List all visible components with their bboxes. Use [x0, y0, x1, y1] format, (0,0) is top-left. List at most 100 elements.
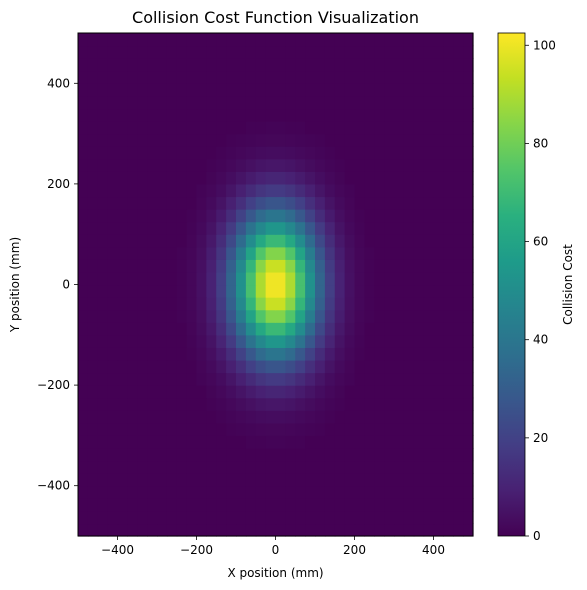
heatmap-cell: [344, 133, 356, 147]
heatmap-cell: [344, 171, 356, 185]
heatmap-cell: [176, 460, 188, 474]
heatmap-cell: [265, 309, 277, 323]
heatmap-cell: [324, 246, 336, 260]
heatmap-cell: [433, 95, 444, 110]
heatmap-cell: [226, 83, 237, 97]
heatmap-cell: [433, 83, 444, 97]
heatmap-cell: [443, 209, 454, 223]
heatmap-cell: [275, 95, 286, 110]
heatmap-cell: [117, 297, 128, 311]
heatmap-cell: [423, 246, 435, 260]
heatmap-cell: [324, 359, 336, 374]
heatmap-cell: [107, 183, 119, 198]
heatmap-cell: [403, 297, 415, 311]
heatmap-cell: [127, 435, 138, 449]
heatmap-cell: [315, 297, 326, 311]
heatmap-cell: [216, 435, 227, 449]
heatmap-cell: [413, 33, 425, 47]
heatmap-cell: [295, 271, 306, 286]
heatmap-cell: [295, 246, 306, 260]
heatmap-cell: [147, 146, 158, 160]
heatmap-cell: [127, 121, 138, 135]
heatmap-cell: [196, 133, 207, 147]
heatmap-cell: [443, 45, 454, 59]
heatmap-cell: [384, 322, 395, 336]
heatmap-cell: [394, 284, 405, 298]
heatmap-cell: [394, 209, 405, 223]
heatmap-cell: [394, 322, 405, 336]
heatmap-cell: [137, 334, 148, 348]
heatmap-cell: [137, 498, 148, 512]
heatmap-cell: [433, 485, 444, 499]
heatmap-cell: [157, 196, 168, 210]
heatmap-cell: [157, 158, 168, 172]
heatmap-cell: [236, 347, 247, 361]
heatmap-cell: [137, 221, 148, 235]
heatmap-cell: [78, 146, 89, 160]
heatmap-cell: [127, 133, 138, 147]
heatmap-cell: [176, 347, 188, 361]
heatmap-cell: [354, 221, 365, 235]
heatmap-cell: [226, 334, 237, 348]
heatmap-cell: [107, 121, 119, 135]
heatmap-cell: [285, 158, 296, 172]
heatmap-cell: [147, 435, 158, 449]
heatmap-cell: [87, 347, 99, 361]
heatmap-cell: [384, 284, 395, 298]
heatmap-cell: [127, 196, 138, 210]
heatmap-cell: [364, 309, 375, 323]
heatmap-cell: [245, 209, 257, 223]
heatmap-cell: [166, 146, 178, 160]
heatmap-cell: [364, 171, 375, 185]
heatmap-cell: [403, 196, 415, 210]
heatmap-cell: [413, 510, 425, 525]
heatmap-cell: [423, 410, 435, 424]
heatmap-cell: [324, 133, 336, 147]
heatmap-cell: [443, 435, 454, 449]
heatmap-cell: [334, 83, 346, 97]
heatmap-cell: [166, 322, 178, 336]
heatmap-cell: [275, 234, 286, 248]
x-tick-label: 0: [272, 543, 280, 557]
heatmap-cell: [166, 158, 178, 172]
heatmap-cell: [265, 259, 277, 273]
heatmap-cell: [423, 397, 435, 411]
heatmap-cell: [265, 83, 277, 97]
heatmap-cell: [127, 234, 138, 248]
heatmap-cell: [87, 460, 99, 474]
heatmap-cell: [137, 108, 148, 122]
heatmap-cell: [97, 410, 109, 424]
y-tick-label: 0: [62, 278, 70, 292]
heatmap-cell: [107, 410, 119, 424]
heatmap-cell: [236, 171, 247, 185]
heatmap-cell: [315, 473, 326, 487]
heatmap-cell: [354, 171, 365, 185]
heatmap-cell: [186, 523, 198, 537]
heatmap-cell: [226, 196, 237, 210]
heatmap-cell: [255, 146, 267, 160]
heatmap-cell: [107, 385, 119, 399]
heatmap-cell: [463, 121, 474, 135]
heatmap-cell: [157, 410, 168, 424]
heatmap-cell: [97, 58, 109, 72]
heatmap-cell: [176, 221, 188, 235]
heatmap-cell: [206, 58, 217, 72]
heatmap-cell: [324, 196, 336, 210]
heatmap-cell: [354, 234, 365, 248]
heatmap-cell: [186, 196, 198, 210]
heatmap-cell: [315, 121, 326, 135]
heatmap-cell: [315, 271, 326, 286]
heatmap-cell: [315, 485, 326, 499]
heatmap-cell: [433, 121, 444, 135]
heatmap-cell: [433, 473, 444, 487]
colorbar-tick-label: 0: [533, 529, 541, 543]
heatmap-cell: [285, 372, 296, 386]
heatmap-cell: [97, 271, 109, 286]
heatmap-cell: [157, 234, 168, 248]
heatmap-cell: [226, 347, 237, 361]
heatmap-cell: [433, 435, 444, 449]
heatmap-cell: [433, 133, 444, 147]
heatmap-cell: [334, 410, 346, 424]
heatmap-cell: [78, 372, 89, 386]
heatmap-cell: [413, 309, 425, 323]
